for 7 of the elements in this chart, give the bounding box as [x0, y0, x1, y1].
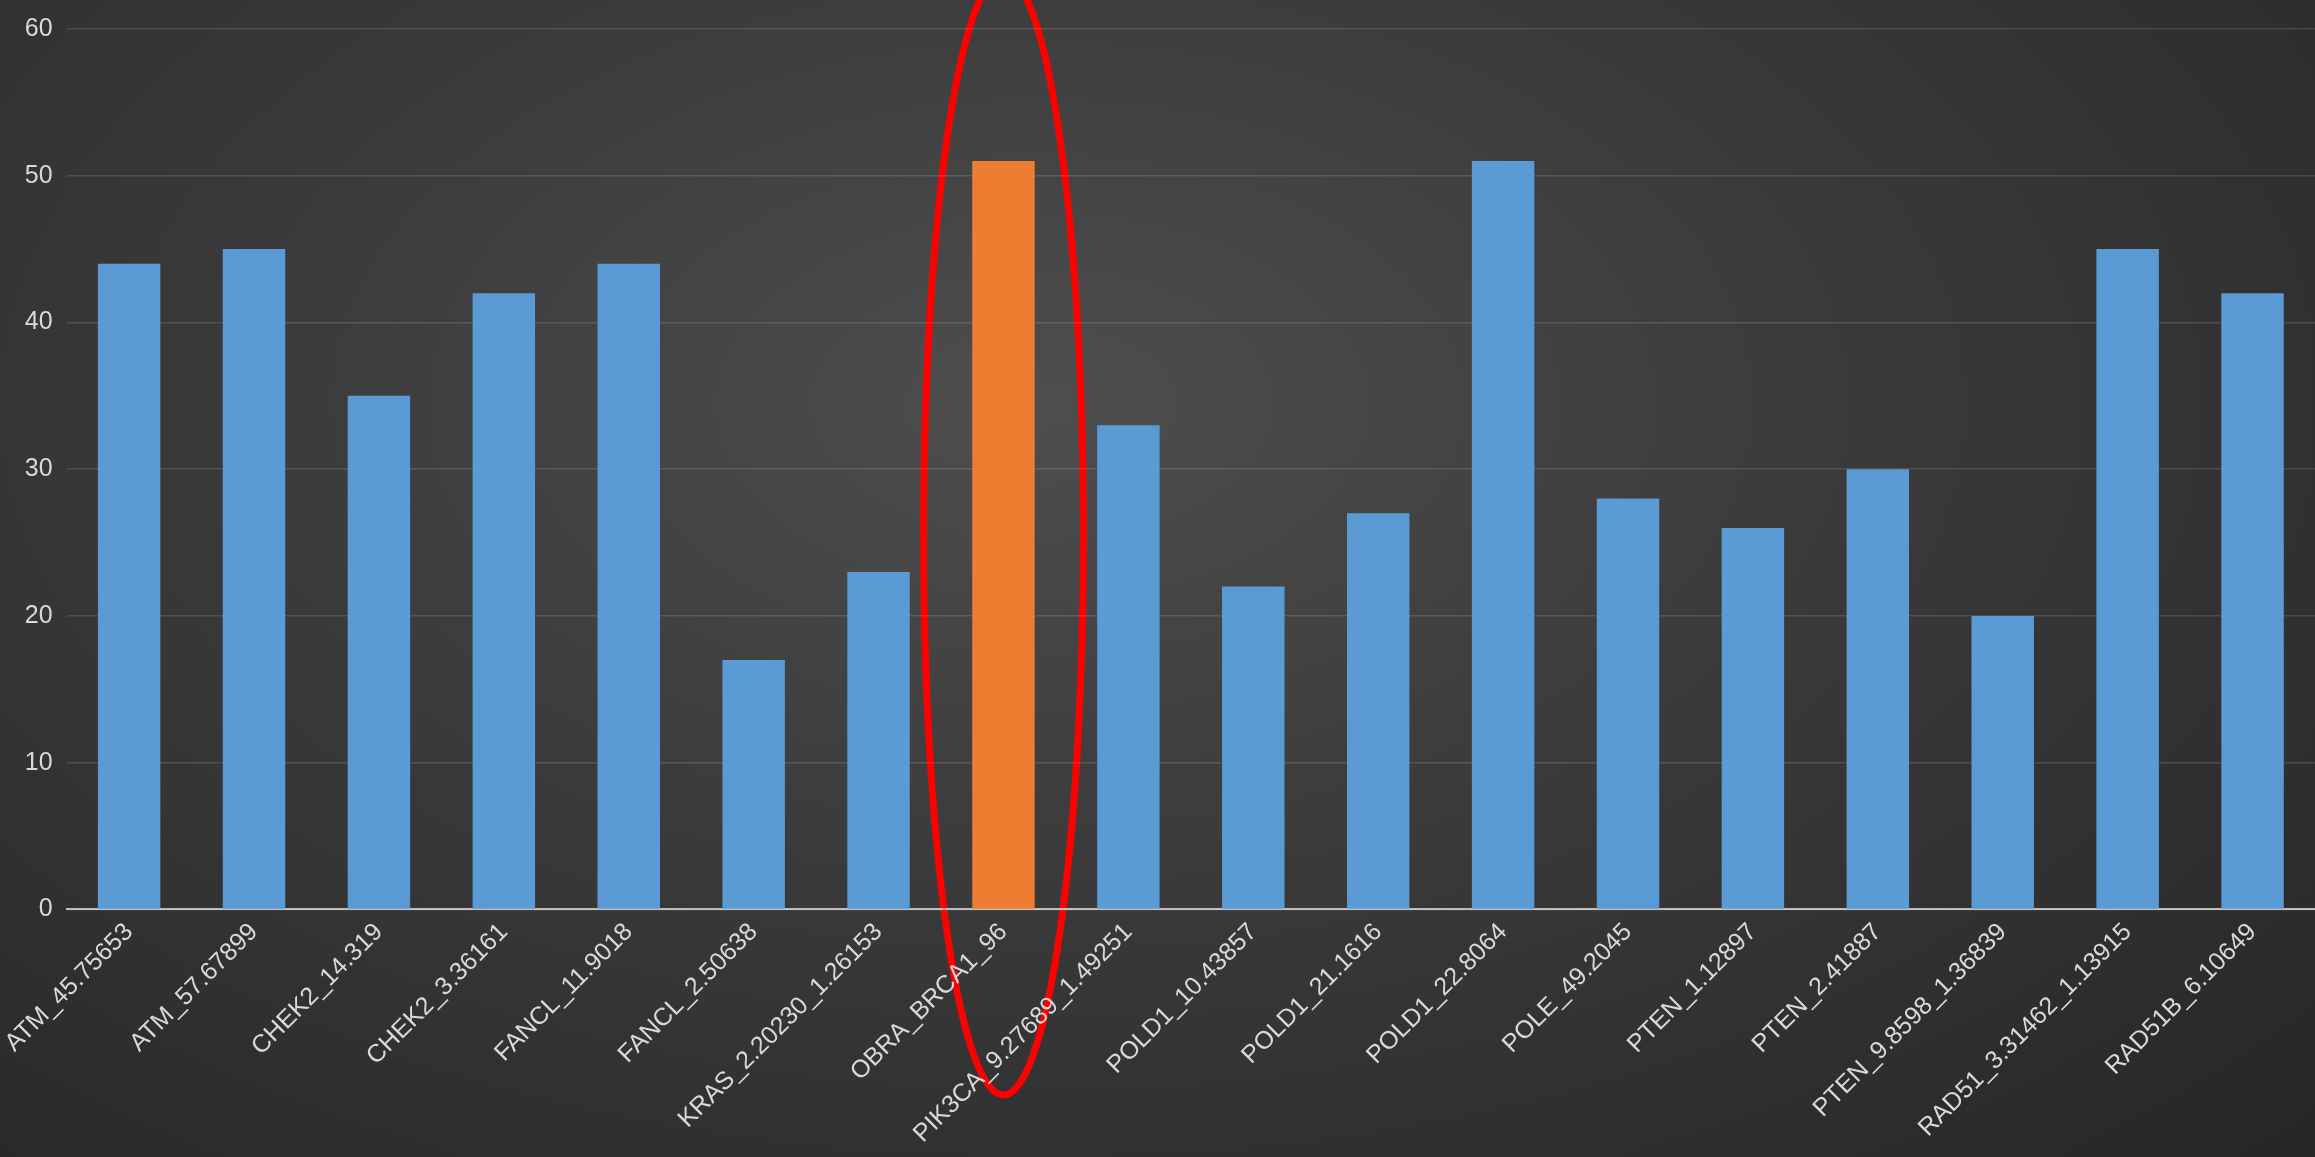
y-tick-label: 0	[38, 893, 53, 922]
y-tick-label: 60	[24, 12, 53, 41]
y-tick-label: 30	[24, 453, 53, 482]
y-tick-label: 20	[24, 599, 53, 628]
y-tick-label: 50	[24, 159, 53, 188]
y-tick-label: 10	[24, 746, 53, 775]
y-tick-label: 40	[24, 306, 53, 335]
